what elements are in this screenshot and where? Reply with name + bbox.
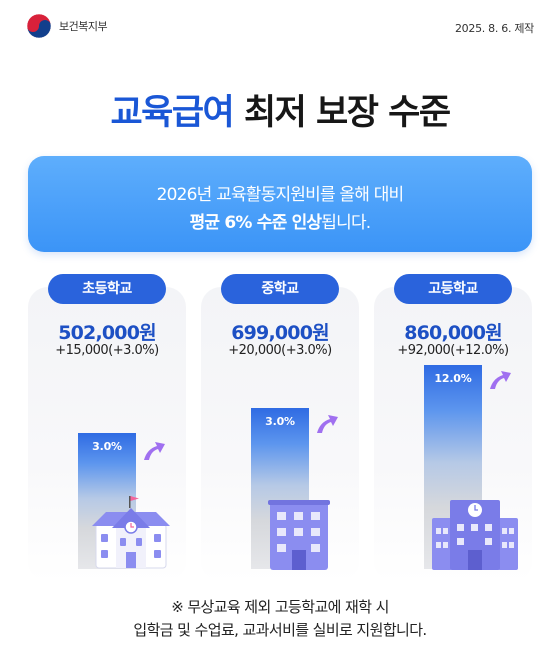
high-bar-label: 12.0% — [434, 372, 472, 385]
summary-banner: 2026년 교육활동지원비를 올해 대비 평균 6% 수준 인상됩니다. — [28, 156, 532, 252]
footnote-line-2: 입학금 및 수업료, 교과서비를 실비로 지원합니다. — [133, 621, 427, 639]
high-school-building-icon — [432, 500, 518, 570]
banner-emphasis: 평균 6% 수준 인상 — [189, 213, 322, 233]
title-rest: 최저 보장 수준 — [243, 93, 451, 133]
elementary-bar-label: 3.0% — [92, 440, 122, 453]
middle-school-building-icon — [268, 500, 330, 570]
elementary-school-building-icon — [92, 496, 170, 569]
middle-amount: 699,000원 — [231, 322, 329, 344]
footnote-line-1: ※ 무상교육 제외 고등학교에 재학 시 — [171, 598, 389, 616]
elementary-school-label: 초등학교 — [48, 274, 166, 304]
elementary-amount: 502,000원 — [58, 322, 156, 344]
high-change: +92,000(+12.0%) — [397, 343, 509, 358]
middle-up-arrow-icon — [317, 415, 338, 433]
title-highlight: 교육급여 — [110, 93, 234, 133]
production-date: 2025. 8. 6. 제작 — [454, 22, 534, 35]
high-amount: 860,000원 — [404, 322, 502, 344]
high-school-label: 고등학교 — [394, 274, 512, 304]
ministry-logo: 보건복지부 — [26, 13, 108, 39]
taegeuk-emblem-icon — [26, 13, 52, 39]
middle-change: +20,000(+3.0%) — [228, 343, 332, 358]
banner-line-1: 2026년 교육활동지원비를 올해 대비 — [156, 185, 405, 205]
middle-school-label: 중학교 — [221, 274, 339, 304]
elementary-change: +15,000(+3.0%) — [55, 343, 159, 358]
page-title: 교육급여 최저 보장 수준 — [0, 84, 560, 135]
elementary-up-arrow-icon — [144, 442, 165, 460]
ministry-name: 보건복지부 — [59, 20, 108, 33]
banner-line-2: 평균 6% 수준 인상됩니다. — [28, 208, 532, 233]
banner-line-2-rest: 됩니다. — [321, 213, 371, 233]
high-up-arrow-icon — [490, 371, 511, 389]
middle-bar-label: 3.0% — [265, 415, 295, 428]
